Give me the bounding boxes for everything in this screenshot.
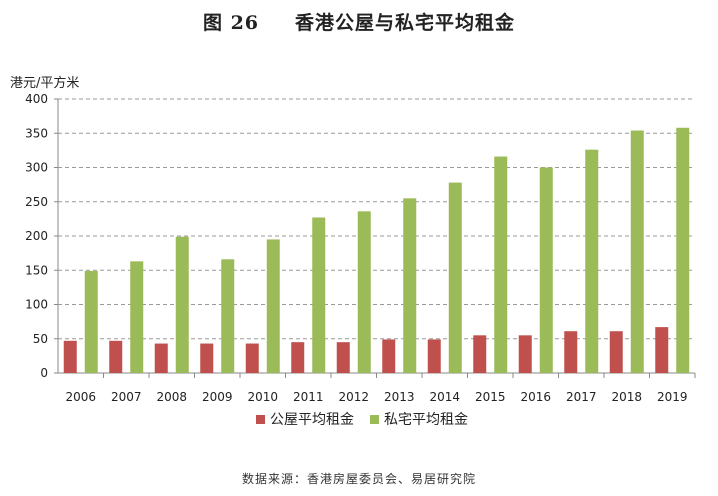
y-tick-label-250: 250 — [25, 195, 48, 209]
bar-public-2008 — [154, 343, 168, 373]
bar-public-2016 — [518, 335, 532, 373]
bar-private-2009 — [221, 259, 235, 373]
bar-private-2019 — [676, 127, 690, 374]
x-tick-label-2016: 2016 — [520, 390, 551, 404]
bar-private-2015 — [494, 156, 508, 373]
bar-public-2006 — [63, 340, 77, 373]
figure-title-text: 香港公屋与私宅平均租金 — [295, 12, 516, 34]
bar-private-2010 — [266, 239, 280, 373]
bar-public-2012 — [336, 342, 350, 373]
x-tick-label-2008: 2008 — [156, 390, 187, 404]
x-tick-label-2009: 2009 — [202, 390, 233, 404]
legend-swatch-private — [370, 415, 379, 424]
x-tick-label-2006: 2006 — [65, 390, 96, 404]
bar-public-2014 — [427, 339, 441, 373]
figure-number: 图 26 — [202, 12, 260, 34]
bar-chart: 0 50 100 150 200 250 300 350 400 2006 2007 2008 2009… — [25, 92, 696, 428]
legend-swatch-public — [256, 415, 265, 424]
x-tick-label-2011: 2011 — [293, 390, 324, 404]
x-tick-label-2010: 2010 — [247, 390, 278, 404]
bar-private-2013 — [403, 198, 417, 373]
bar-public-2010 — [245, 343, 259, 373]
x-tick-label-2015: 2015 — [475, 390, 506, 404]
bar-public-2019 — [655, 327, 669, 373]
y-tick-label-100: 100 — [25, 298, 48, 312]
data-source-note: 数据来源：香港房屋委员会、易居研究院 — [241, 472, 476, 486]
bar-public-2011 — [291, 342, 305, 373]
y-tick-label-150: 150 — [25, 263, 48, 277]
y-tick-label-300: 300 — [25, 161, 48, 175]
y-tick-label-50: 50 — [33, 332, 48, 346]
legend-label-private: 私宅平均租金 — [384, 412, 468, 428]
y-tick-label-0: 0 — [40, 366, 48, 380]
bar-private-2011 — [312, 217, 326, 373]
legend-label-public: 公屋平均租金 — [270, 412, 354, 428]
x-tick-label-2017: 2017 — [566, 390, 597, 404]
bar-public-2015 — [473, 335, 487, 373]
y-tick-label-400: 400 — [25, 92, 48, 106]
y-tick-label-350: 350 — [25, 126, 48, 140]
x-tick-label-2013: 2013 — [384, 390, 415, 404]
bar-private-2012 — [357, 211, 371, 373]
bar-private-2017 — [585, 149, 599, 373]
x-tick-label-2019: 2019 — [657, 390, 688, 404]
bar-private-2018 — [630, 130, 644, 373]
bar-public-2018 — [609, 331, 623, 373]
x-tick-label-2007: 2007 — [111, 390, 142, 404]
bar-private-2008 — [175, 236, 189, 373]
bar-public-2007 — [109, 340, 123, 373]
bar-public-2009 — [200, 343, 214, 373]
y-tick-label-200: 200 — [25, 229, 48, 243]
x-tick-label-2018: 2018 — [611, 390, 642, 404]
bar-private-2014 — [448, 182, 462, 373]
x-tick-label-2014: 2014 — [429, 390, 460, 404]
bar-private-2016 — [539, 167, 553, 373]
x-tick-label-2012: 2012 — [338, 390, 369, 404]
bar-private-2007 — [130, 261, 144, 373]
chart-title: 图 26 香港公屋与私宅平均租金 — [0, 8, 718, 35]
bar-private-2006 — [84, 270, 98, 373]
bar-public-2017 — [564, 331, 578, 373]
bar-public-2013 — [382, 339, 396, 373]
y-axis-unit-label: 港元/平方米 — [10, 76, 80, 91]
